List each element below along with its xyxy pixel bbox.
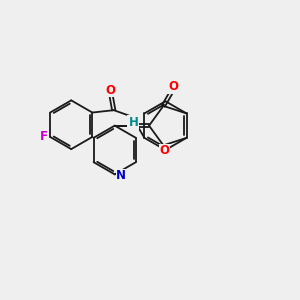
- Text: O: O: [127, 116, 137, 129]
- Text: N: N: [116, 169, 126, 182]
- Text: F: F: [40, 130, 48, 143]
- Text: H: H: [129, 116, 139, 129]
- Text: O: O: [106, 84, 116, 97]
- Text: O: O: [168, 80, 178, 93]
- Text: O: O: [160, 144, 170, 157]
